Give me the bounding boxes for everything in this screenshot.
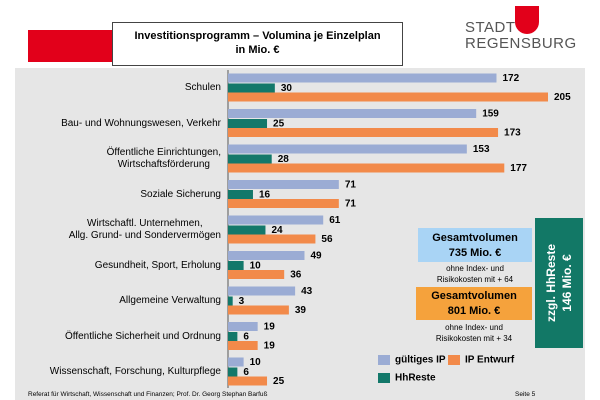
bar [228,92,548,102]
bar [228,234,316,244]
side-text: zzgl. HhReste 146 Mio. € [544,244,574,323]
page-number: Seite 5 [515,391,536,398]
legend-swatch [378,373,390,383]
red-block [28,30,112,62]
data-label: 24 [271,225,283,236]
category-label: Öffentliche Einrichtungen, Wirtschaftsfö… [106,147,221,170]
data-label: 71 [345,180,357,191]
bar [228,109,477,118]
bar [228,83,275,93]
bar [228,199,339,208]
data-label: 19 [264,322,276,333]
bar [228,144,467,154]
bar [228,376,268,386]
side-box: zzgl. HhReste 146 Mio. € [535,218,583,348]
category-label: Wissenschaft, Forschung, Kulturpflege [49,366,221,377]
bar [228,73,497,83]
data-label: 30 [281,83,293,94]
logo: STADT REGENSBURG [465,19,577,52]
total-note: ohne Index- und Risikokosten mit + 64 [436,264,514,284]
bar [228,119,268,128]
category-label: Öffentliche Sicherheit und Ordnung [64,330,221,342]
legend-label: IP Entwurf [465,355,515,366]
bar [228,322,258,331]
bar [228,154,272,164]
data-label: 16 [259,190,271,201]
category-label: Soziale Sicherung [140,188,221,200]
total-note: ohne Index- und Risikokosten mit + 34 [435,323,513,343]
bar [228,270,285,279]
data-label: 159 [482,109,499,120]
bar [228,251,305,260]
data-label: 39 [295,305,307,316]
bar [228,261,244,270]
data-label: 6 [243,332,249,343]
category-label: Bau- und Wohnungswesen, Verkehr [61,117,221,129]
total-box: Gesamtvolumen 801 Mio. € [416,287,532,320]
data-label: 6 [243,367,249,378]
category-label: Wirtschaftl. Unternehmen, Allg. Grund- u… [68,218,221,241]
data-label: 71 [345,199,357,210]
bar [228,190,253,199]
logo-shield [515,6,539,34]
category-label: Schulen [184,82,221,93]
data-label: 19 [264,341,276,352]
data-label: 28 [278,154,290,165]
bar [228,286,296,296]
bar [228,332,238,341]
data-label: 205 [554,92,571,103]
bar [228,225,266,235]
data-label: 3 [239,296,245,307]
bar [228,341,258,350]
data-label: 25 [273,119,285,130]
data-label: 153 [473,144,490,155]
data-label: 56 [321,234,333,245]
data-label: 172 [502,73,519,84]
data-label: 10 [250,261,262,272]
bar [228,367,238,377]
legend-label: HhReste [395,373,436,384]
footer-text: Referat für Wirtschaft, Wissenschaft und… [28,391,268,398]
category-label: Allgemeine Verwaltung [119,295,221,306]
data-label: 49 [310,251,322,262]
bar [228,163,505,173]
data-label: 43 [301,286,313,297]
title: Investitionsprogramm – Volumina je Einze… [112,22,403,66]
data-label: 10 [250,357,262,368]
legend-swatch [448,355,460,365]
bar [228,296,233,306]
data-label: 173 [504,128,521,139]
data-label: 36 [290,270,302,281]
data-label: 25 [273,376,285,387]
bar [228,180,339,189]
legend-label: gültiges IP [395,355,446,366]
bar [228,215,324,225]
bar [228,305,289,315]
bar [228,128,499,137]
data-label: 61 [329,215,341,226]
data-label: 177 [510,163,527,174]
legend-swatch [378,355,390,365]
total-box: Gesamtvolumen 735 Mio. € [418,228,532,262]
bar [228,357,244,367]
category-label: Gesundheit, Sport, Erholung [94,259,221,271]
